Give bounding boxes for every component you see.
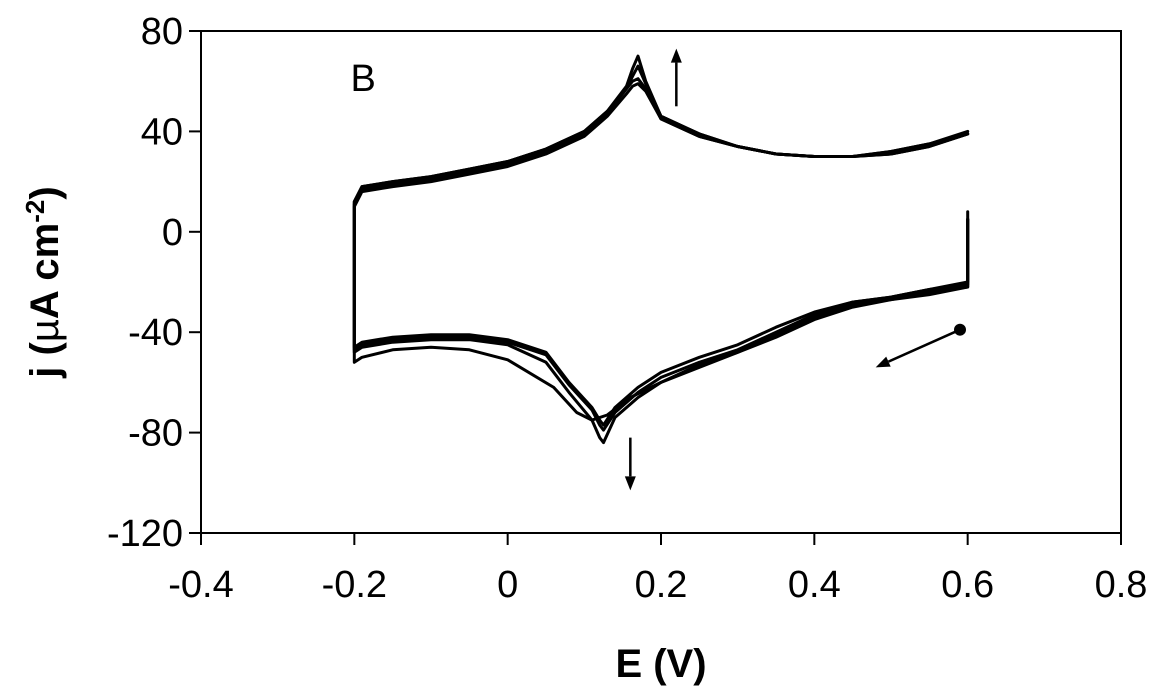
voltammogram-cycle-4	[352, 82, 970, 422]
x-tick-label: 0	[497, 564, 518, 606]
y-axis-title-prefix: j (	[23, 341, 67, 378]
x-tick-label: 0.2	[635, 564, 688, 606]
y-tick-label: 0	[162, 212, 183, 254]
y-axis-title-superscript: -2	[20, 200, 50, 223]
axes: -120 -80 -40 0 40 80 -0.4 -0.2 0 0.2 0.4 0.6 0.8	[107, 11, 1147, 606]
y-axis-title-suffix: )	[23, 186, 67, 199]
y-axis-title-mu: µ	[23, 319, 67, 342]
x-tick-label: 0.4	[788, 564, 841, 606]
voltammogram-cycle-2	[352, 64, 970, 432]
arrow-head	[875, 356, 891, 368]
y-tick-label: 80	[141, 11, 183, 53]
direction-arrow-2	[624, 437, 636, 491]
plot-frame	[200, 30, 1122, 534]
y-axis-title-unit: A cm	[23, 223, 67, 319]
annotation-layer	[624, 48, 966, 491]
y-tick-label: -40	[128, 312, 183, 354]
arrow-head	[670, 48, 682, 63]
direction-arrow-1	[670, 48, 682, 107]
x-tick-label: -0.4	[168, 564, 233, 606]
voltammogram-cycle-3	[352, 77, 970, 445]
x-axis-title: E (V)	[615, 642, 706, 686]
x-tick-label: 0.6	[941, 564, 994, 606]
label-layer: B E (V) j (µA cm-2)	[20, 58, 707, 686]
y-axis-title: j (µA cm-2)	[20, 186, 67, 378]
x-tick-label: 0.8	[1095, 564, 1148, 606]
series-layer	[352, 54, 970, 445]
y-tick-label: -80	[128, 413, 183, 455]
voltammogram-cycle-1	[352, 54, 970, 427]
y-tick-label: 40	[141, 111, 183, 153]
direction-arrow-3	[875, 323, 966, 368]
panel-label: B	[351, 58, 376, 100]
arrow-shaft	[887, 328, 961, 363]
arrow-start-dot	[954, 323, 966, 336]
y-tick-label: -120	[107, 513, 183, 555]
x-tick-label: -0.2	[322, 564, 387, 606]
arrow-head	[624, 476, 636, 491]
